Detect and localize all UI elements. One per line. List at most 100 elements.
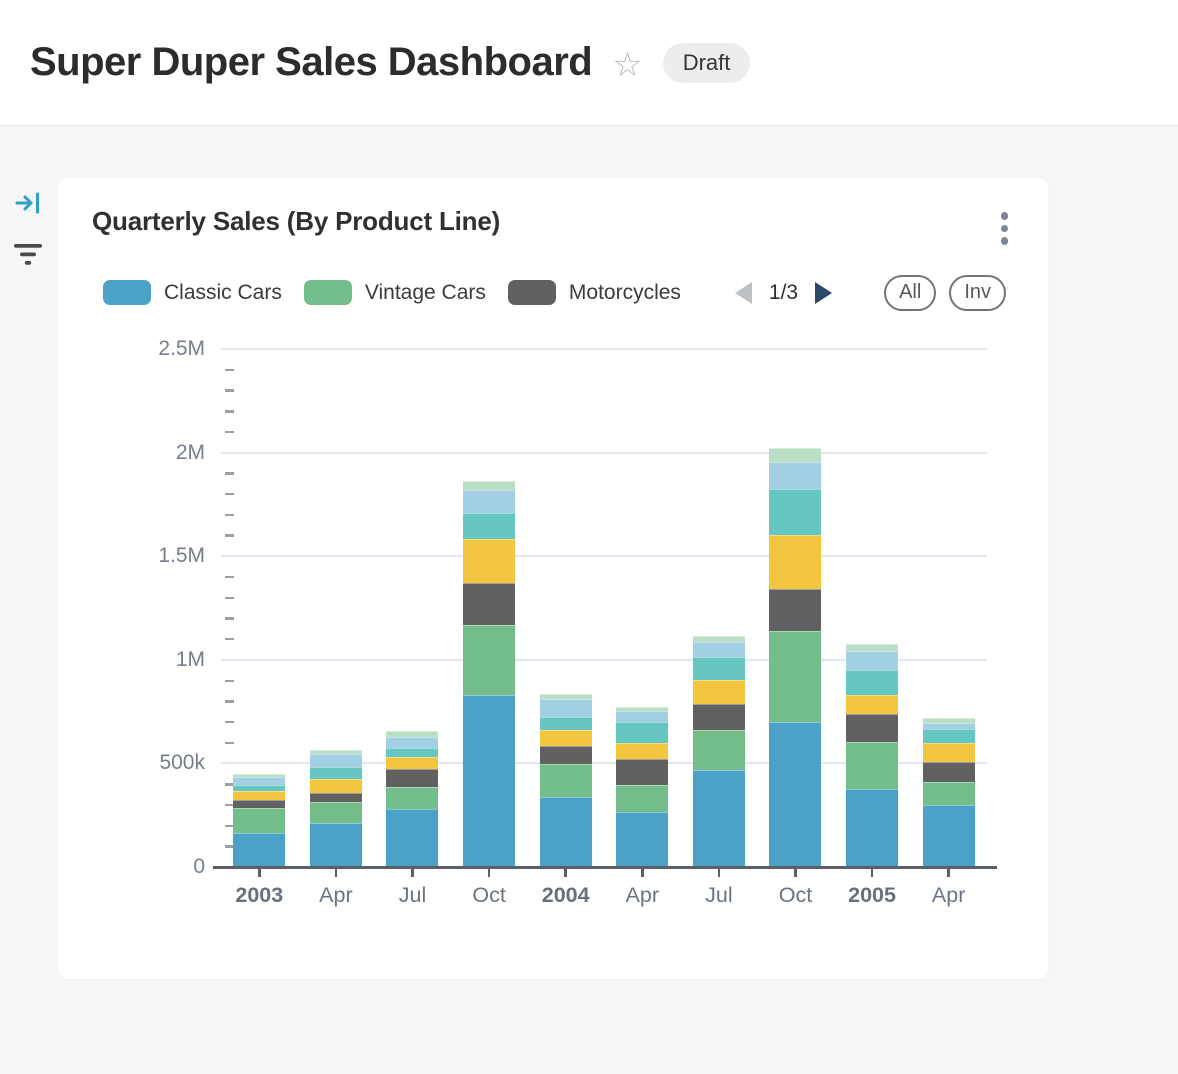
y-axis-tick-label: 0 [193,855,205,878]
bar-segment[interactable] [922,717,975,723]
bar-segment[interactable] [233,776,286,785]
bar-segment[interactable] [539,746,592,765]
legend-item-classic-cars[interactable]: Classic Cars [103,280,282,305]
bar-segment[interactable] [922,804,975,867]
bar-segment[interactable] [539,694,592,699]
bar-segment[interactable] [309,802,362,824]
bar-segment[interactable] [846,669,899,695]
bar-segment[interactable] [386,730,439,737]
bar-segment[interactable] [539,730,592,747]
favorite-star-icon[interactable]: ☆ [612,45,643,84]
bar-segment[interactable] [463,489,516,513]
bar-segment[interactable] [769,447,822,462]
bar-segment[interactable] [463,480,516,490]
bar-segment[interactable] [386,769,439,788]
bar-segment[interactable] [846,694,899,714]
bar-segment[interactable] [309,766,362,779]
page-title: Super Duper Sales Dashboard [30,40,593,84]
y-axis-minor-tick [225,472,234,475]
bar-segment[interactable] [233,790,286,800]
bar-segment[interactable] [616,742,669,759]
x-axis-line [213,865,997,869]
bar-segment[interactable] [463,624,516,695]
bar-segment[interactable] [692,703,745,731]
bar-segment[interactable] [386,736,439,748]
bar-segment[interactable] [769,488,822,535]
legend-prev-page-arrow[interactable] [734,281,752,304]
bar-segment[interactable] [616,811,669,867]
bar-segment[interactable] [922,742,975,762]
bar-group-9[interactable] [922,717,975,867]
bar-segment[interactable] [616,758,669,785]
bar-segment[interactable] [463,512,516,539]
bar-segment[interactable] [769,461,822,489]
bar-group-6[interactable] [692,635,745,867]
bar-segment[interactable] [539,764,592,797]
bar-segment[interactable] [539,796,592,867]
bar-segment[interactable] [463,538,516,584]
bar-segment[interactable] [692,642,745,657]
bar-segment[interactable] [769,534,822,589]
bar-segment[interactable] [616,707,669,712]
x-axis-tick [487,869,491,877]
bar-segment[interactable] [386,787,439,809]
bar-group-0[interactable] [233,773,286,867]
legend-select-all-button[interactable]: All [884,274,937,311]
bar-group-2[interactable] [386,730,439,867]
x-axis-tick [870,869,874,877]
legend-inverse-button[interactable]: Inv [949,274,1006,311]
collapse-panel-icon[interactable] [14,189,43,222]
bar-segment[interactable] [386,757,439,770]
bar-segment[interactable] [463,583,516,625]
bar-segment[interactable] [233,773,286,777]
bar-segment[interactable] [233,807,286,834]
bar-segment[interactable] [846,741,899,789]
bar-segment[interactable] [922,781,975,805]
bar-segment[interactable] [846,713,899,742]
bar-segment[interactable] [922,761,975,782]
bar-segment[interactable] [846,650,899,670]
bar-segment[interactable] [692,730,745,771]
bar-segment[interactable] [846,788,899,867]
bar-segment[interactable] [769,588,822,632]
bar-group-4[interactable] [539,694,592,867]
legend-item-vintage-cars[interactable]: Vintage Cars [303,280,486,305]
bar-segment[interactable] [309,753,362,767]
y-axis-minor-tick [225,783,234,786]
bar-segment[interactable] [692,679,745,704]
legend-next-page-arrow[interactable] [815,281,833,304]
bar-segment[interactable] [539,717,592,731]
bar-segment[interactable] [692,635,745,643]
bar-segment[interactable] [769,631,822,722]
bar-segment[interactable] [233,784,286,791]
bar-segment[interactable] [616,711,669,722]
bar-segment[interactable] [922,722,975,729]
bar-segment[interactable] [233,833,286,867]
bar-segment[interactable] [233,799,286,808]
bar-group-1[interactable] [309,749,362,867]
x-axis-label: Jul [705,883,733,907]
bar-segment[interactable] [922,728,975,743]
bar-segment[interactable] [309,778,362,794]
bar-group-8[interactable] [846,643,899,867]
y-axis-tick-label: 500k [159,751,205,775]
bar-segment[interactable] [309,793,362,803]
filter-icon[interactable] [13,242,43,273]
bar-segment[interactable] [616,722,669,743]
kebab-menu-icon[interactable] [993,206,1017,251]
legend-item-motorcycles[interactable]: Motorcycles [507,280,681,305]
bar-segment[interactable] [769,721,822,867]
bar-group-5[interactable] [616,707,669,867]
bar-segment[interactable] [692,656,745,680]
bar-segment[interactable] [616,784,669,812]
bar-segment[interactable] [309,749,362,754]
bar-segment[interactable] [386,747,439,757]
bar-segment[interactable] [386,808,439,867]
bar-group-7[interactable] [769,447,822,867]
bar-segment[interactable] [846,643,899,651]
bar-segment[interactable] [463,694,516,867]
bar-group-3[interactable] [463,480,516,867]
bar-segment[interactable] [539,699,592,718]
bar-segment[interactable] [692,770,745,867]
bar-segment[interactable] [309,823,362,867]
